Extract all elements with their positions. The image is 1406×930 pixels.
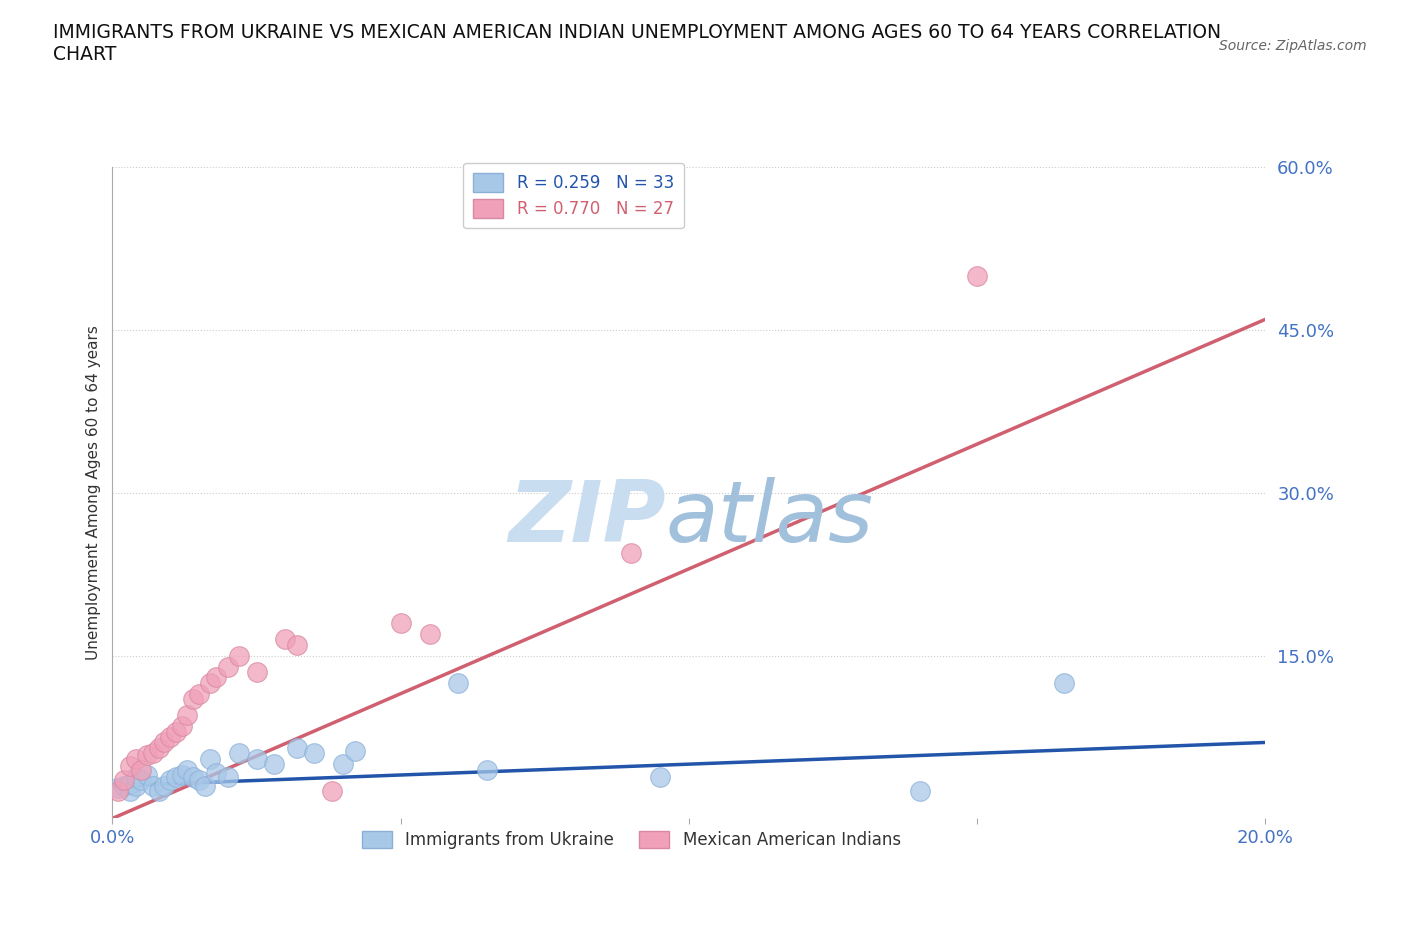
Point bbox=[136, 767, 159, 782]
Point bbox=[118, 777, 141, 791]
Point bbox=[107, 780, 129, 795]
Point bbox=[142, 746, 165, 761]
Point bbox=[181, 770, 204, 785]
Point bbox=[966, 269, 988, 284]
Point bbox=[620, 545, 643, 560]
Text: IMMIGRANTS FROM UKRAINE VS MEXICAN AMERICAN INDIAN UNEMPLOYMENT AMONG AGES 60 TO: IMMIGRANTS FROM UKRAINE VS MEXICAN AMERI… bbox=[53, 23, 1222, 64]
Point bbox=[112, 778, 135, 793]
Text: ZIP: ZIP bbox=[508, 477, 666, 561]
Point bbox=[153, 735, 176, 750]
Point bbox=[200, 751, 222, 766]
Point bbox=[165, 770, 187, 785]
Point bbox=[205, 765, 228, 780]
Point bbox=[176, 708, 198, 723]
Point bbox=[447, 675, 470, 690]
Point bbox=[908, 784, 931, 799]
Point bbox=[321, 784, 343, 799]
Point bbox=[419, 627, 441, 642]
Point bbox=[246, 664, 269, 679]
Point bbox=[1053, 675, 1076, 690]
Point bbox=[650, 770, 672, 785]
Text: atlas: atlas bbox=[666, 477, 875, 561]
Point bbox=[170, 767, 193, 782]
Point bbox=[228, 648, 250, 663]
Point bbox=[124, 770, 146, 785]
Text: Source: ZipAtlas.com: Source: ZipAtlas.com bbox=[1219, 39, 1367, 53]
Point bbox=[107, 784, 129, 799]
Point bbox=[165, 724, 187, 739]
Point bbox=[246, 751, 269, 766]
Point bbox=[176, 763, 198, 777]
Y-axis label: Unemployment Among Ages 60 to 64 years: Unemployment Among Ages 60 to 64 years bbox=[86, 326, 101, 660]
Point bbox=[136, 748, 159, 763]
Point bbox=[475, 763, 499, 777]
Point bbox=[332, 757, 354, 772]
Point bbox=[217, 659, 239, 674]
Point bbox=[170, 719, 193, 734]
Point bbox=[159, 729, 181, 744]
Point bbox=[124, 778, 146, 793]
Point bbox=[274, 632, 297, 647]
Point bbox=[188, 773, 211, 788]
Point bbox=[142, 778, 165, 793]
Point bbox=[285, 637, 308, 652]
Point bbox=[159, 773, 181, 788]
Point bbox=[118, 759, 141, 774]
Point bbox=[118, 784, 141, 799]
Point bbox=[304, 746, 326, 761]
Point bbox=[389, 616, 412, 631]
Legend: Immigrants from Ukraine, Mexican American Indians: Immigrants from Ukraine, Mexican America… bbox=[356, 824, 907, 856]
Point bbox=[181, 692, 204, 707]
Point bbox=[112, 773, 135, 788]
Point bbox=[129, 763, 153, 777]
Point bbox=[188, 686, 211, 701]
Point bbox=[148, 784, 170, 799]
Point bbox=[124, 751, 146, 766]
Point bbox=[148, 740, 170, 755]
Point bbox=[285, 740, 308, 755]
Point bbox=[217, 770, 239, 785]
Point bbox=[200, 675, 222, 690]
Point bbox=[129, 773, 153, 788]
Point bbox=[263, 757, 285, 772]
Point bbox=[153, 778, 176, 793]
Point bbox=[228, 746, 250, 761]
Point bbox=[205, 670, 228, 684]
Point bbox=[343, 744, 366, 759]
Point bbox=[194, 778, 217, 793]
